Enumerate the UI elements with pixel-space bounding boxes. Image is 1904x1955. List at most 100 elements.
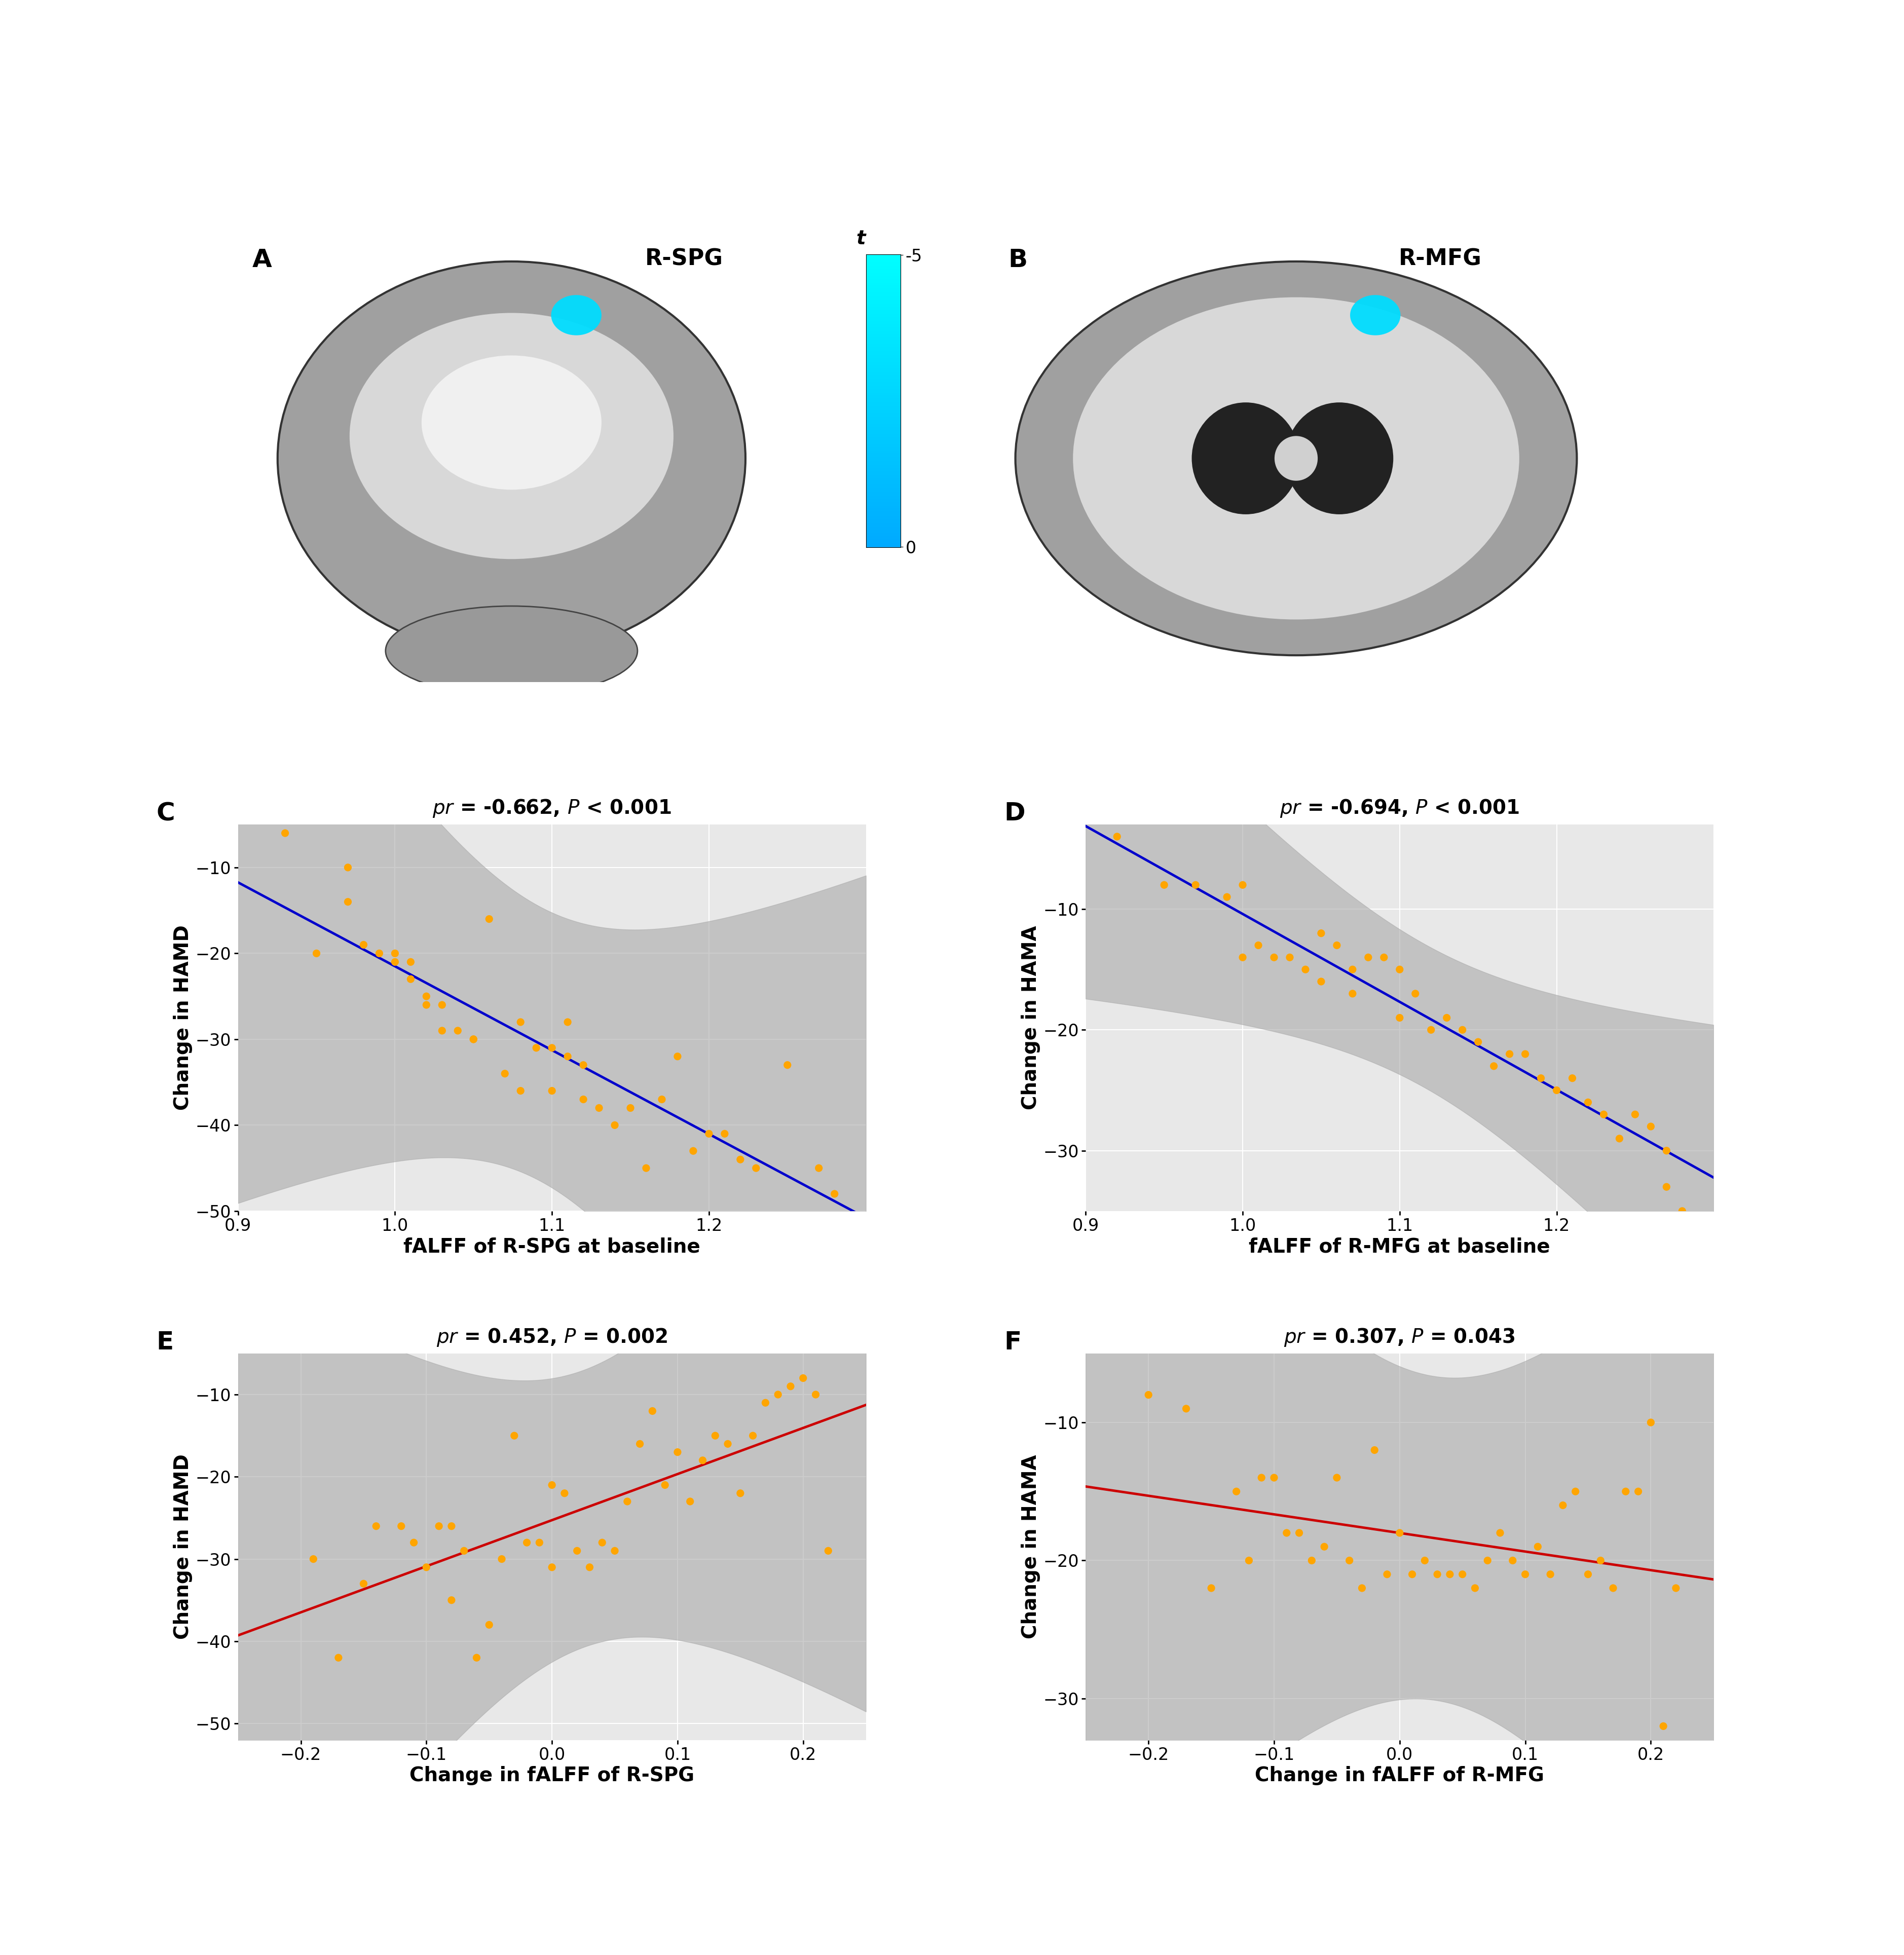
Point [537,1075,567,1107]
Point [1102,821,1133,852]
Point [411,981,442,1013]
Point [647,1083,678,1114]
Point [1510,1558,1540,1589]
Ellipse shape [385,606,638,696]
Point [1542,1075,1573,1107]
Point [1180,870,1211,901]
Point [411,989,442,1021]
Point [1447,1015,1478,1046]
Point [649,1470,680,1501]
Point [362,1511,392,1542]
Ellipse shape [421,356,602,489]
Ellipse shape [1285,403,1394,514]
Point [1605,1122,1636,1153]
Ellipse shape [1350,295,1401,336]
Point [701,1419,731,1451]
Point [333,886,364,917]
Point [1259,1462,1289,1494]
Point [425,1511,455,1542]
Point [449,1535,480,1566]
Point [1259,942,1289,974]
Point [436,1511,466,1542]
Point [1651,1136,1681,1167]
Point [324,1642,354,1673]
X-axis label: fALFF of R-MFG at baseline: fALFF of R-MFG at baseline [1249,1238,1550,1257]
Ellipse shape [1074,297,1519,620]
Point [1611,1476,1641,1507]
Point [1557,1062,1588,1093]
Point [803,1151,834,1183]
Text: t: t [857,229,864,248]
Point [1359,1435,1390,1466]
Point [1321,1462,1352,1494]
Point [1432,1003,1462,1034]
Point [1384,1003,1415,1034]
Point [663,1437,693,1468]
Point [1479,1050,1510,1081]
Point [1247,1462,1278,1494]
Point [1525,1062,1556,1093]
Point [489,1058,520,1089]
Point [512,1527,543,1558]
Point [1620,1099,1651,1130]
Title: $\it{pr}$ = 0.307, $P$ = 0.043: $\it{pr}$ = 0.307, $P$ = 0.043 [1283,1327,1516,1347]
Point [474,903,505,934]
Point [1636,1408,1666,1439]
Point [1373,1558,1403,1589]
Point [1651,1171,1681,1202]
Point [630,1151,661,1183]
Point [1148,870,1179,901]
Text: D: D [1003,802,1024,825]
Point [1297,1544,1327,1576]
Point [1417,1015,1447,1046]
Y-axis label: Change in HAMA: Change in HAMA [1021,1455,1040,1638]
Point [474,1609,505,1640]
Point [1573,1087,1603,1118]
Point [1409,1544,1439,1576]
Point [1384,954,1415,985]
Point [1399,978,1430,1009]
Point [1384,1517,1415,1548]
Point [712,1429,743,1460]
Point [333,852,364,884]
Point [1422,1558,1453,1589]
Point [522,1032,552,1064]
Point [586,1527,617,1558]
Point [379,938,409,970]
Point [750,1388,781,1419]
Text: B: B [1009,248,1028,272]
Point [459,1024,489,1056]
Text: R-MFG: R-MFG [1399,248,1481,270]
Point [1133,1378,1163,1410]
Point [505,1075,535,1107]
Point [775,1370,805,1402]
X-axis label: fALFF of R-SPG at baseline: fALFF of R-SPG at baseline [404,1238,701,1257]
Point [1559,1476,1590,1507]
Point [1649,1711,1679,1742]
Ellipse shape [1274,436,1318,481]
Text: E: E [156,1329,173,1355]
Text: A: A [253,248,272,272]
Point [725,1478,756,1509]
Point [764,1378,794,1410]
Point [1369,942,1399,974]
Point [625,1429,655,1460]
Point [567,1050,598,1081]
Point [524,1527,554,1558]
Point [537,1032,567,1064]
Point [436,1584,466,1615]
Point [487,1542,518,1574]
Point [1211,882,1241,913]
Point [600,1110,630,1142]
Point [562,1535,592,1566]
Point [348,1568,379,1599]
Point [788,1363,819,1394]
Point [710,1118,741,1150]
Point [552,1040,583,1071]
Point [1622,1476,1653,1507]
Point [687,1445,718,1476]
Point [1636,1110,1666,1142]
Point [741,1151,771,1183]
Point [1283,1517,1314,1548]
Point [1535,1558,1565,1589]
